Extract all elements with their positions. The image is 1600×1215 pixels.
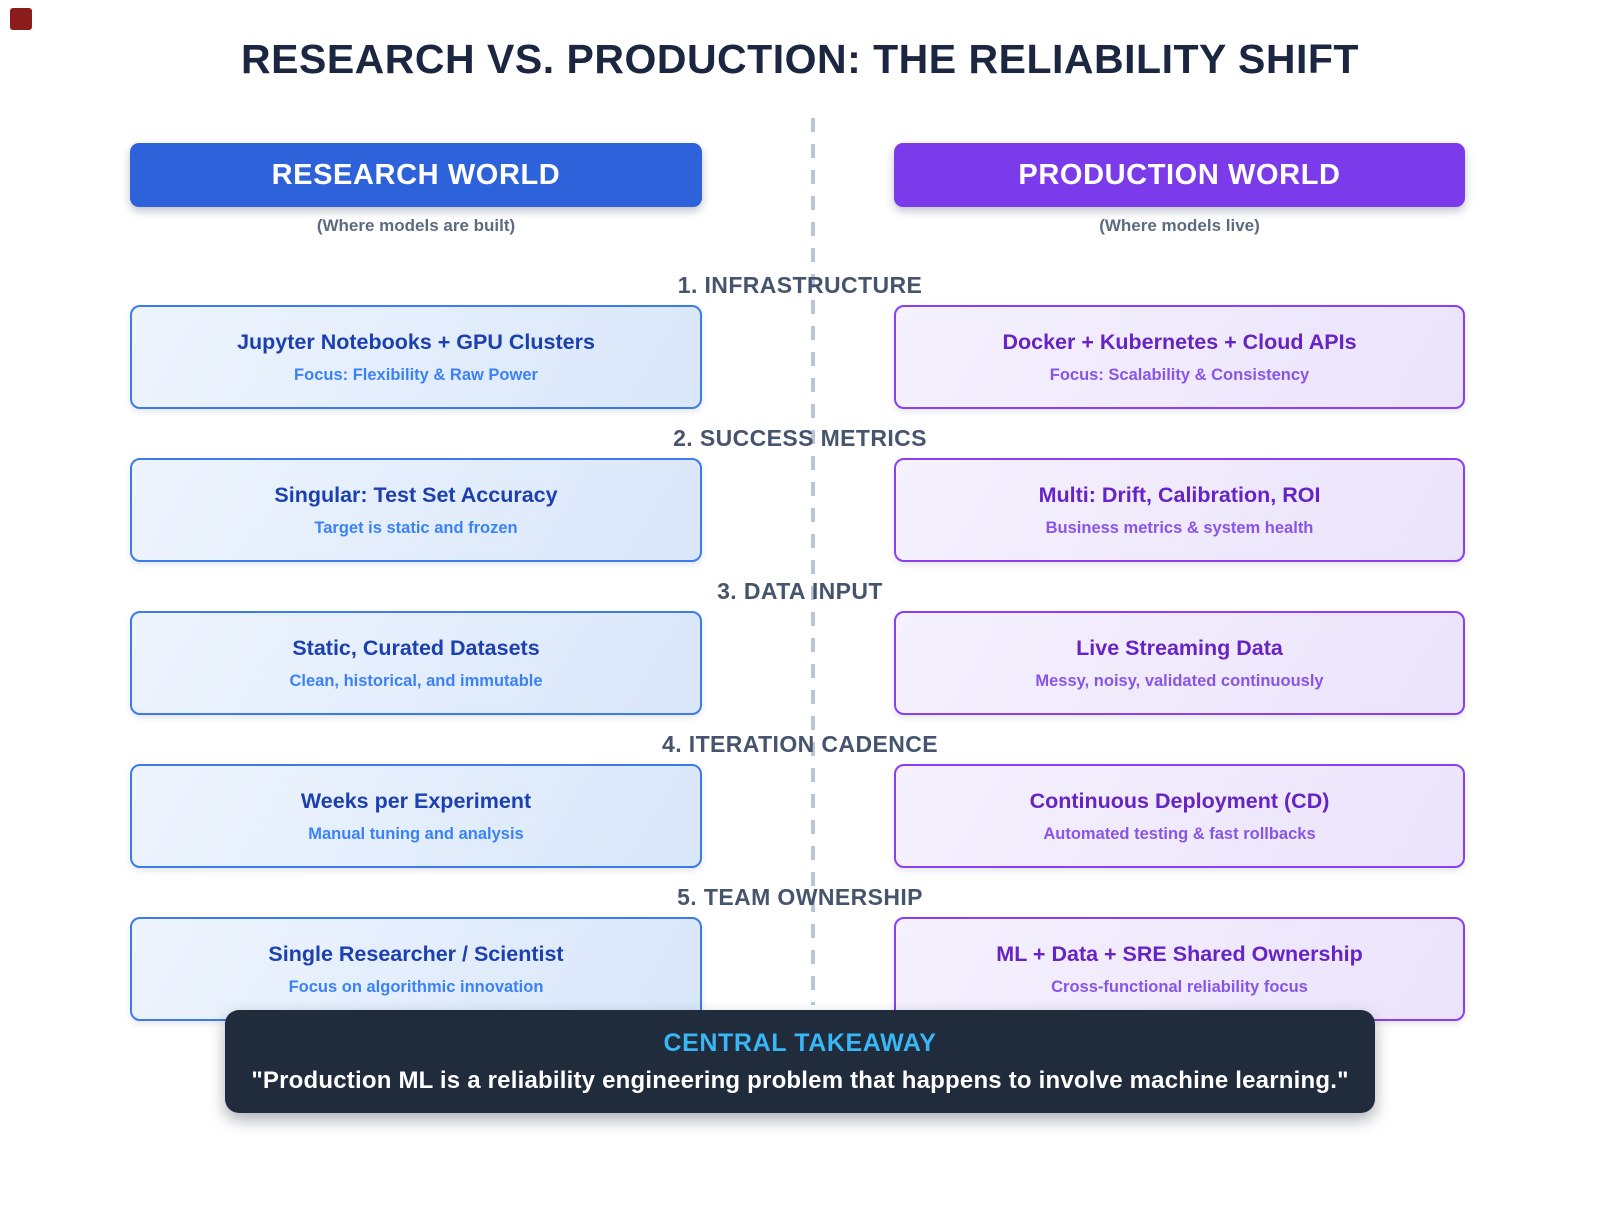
research-box-success-metrics: Singular: Test Set Accuracy Target is st… bbox=[130, 458, 702, 562]
category-label-success-metrics: 2. SUCCESS METRICS bbox=[673, 425, 927, 451]
box-title: Live Streaming Data bbox=[1076, 635, 1283, 660]
category-label-infrastructure: 1. INFRASTRUCTURE bbox=[677, 272, 923, 298]
research-box-data-input: Static, Curated Datasets Clean, historic… bbox=[130, 611, 702, 715]
red-marker-icon bbox=[10, 8, 32, 30]
research-box-team-ownership: Single Researcher / Scientist Focus on a… bbox=[130, 917, 702, 1021]
research-caption: (Where models are built) bbox=[316, 216, 516, 235]
box-title: Weeks per Experiment bbox=[300, 788, 532, 813]
production-box-team-ownership: ML + Data + SRE Shared Ownership Cross-f… bbox=[894, 917, 1465, 1021]
production-box-infrastructure: Docker + Kubernetes + Cloud APIs Focus: … bbox=[894, 305, 1465, 409]
production-box-success-metrics: Multi: Drift, Calibration, ROI Business … bbox=[894, 458, 1465, 562]
box-subtitle: Automated testing & fast rollbacks bbox=[1043, 824, 1316, 843]
box-title: ML + Data + SRE Shared Ownership bbox=[996, 941, 1363, 966]
box-title: Single Researcher / Scientist bbox=[268, 941, 564, 966]
production-box-iteration-cadence: Continuous Deployment (CD) Automated tes… bbox=[894, 764, 1465, 868]
box-subtitle: Focus on algorithmic innovation bbox=[288, 977, 544, 996]
box-title: Static, Curated Datasets bbox=[292, 635, 540, 660]
box-subtitle: Business metrics & system health bbox=[1045, 518, 1314, 537]
page-title: RESEARCH VS. PRODUCTION: THE RELIABILITY… bbox=[241, 36, 1359, 82]
research-world-header: RESEARCH WORLD bbox=[130, 143, 702, 207]
box-subtitle: Cross-functional reliability focus bbox=[1051, 977, 1308, 996]
box-title: Jupyter Notebooks + GPU Clusters bbox=[237, 329, 595, 354]
production-box-data-input: Live Streaming Data Messy, noisy, valida… bbox=[894, 611, 1465, 715]
production-world-header: PRODUCTION WORLD bbox=[894, 143, 1465, 207]
central-takeaway-quote: "Production ML is a reliability engineer… bbox=[251, 1066, 1349, 1094]
box-title: Singular: Test Set Accuracy bbox=[274, 482, 558, 507]
box-subtitle: Manual tuning and analysis bbox=[308, 824, 524, 843]
category-label-data-input: 3. DATA INPUT bbox=[717, 578, 883, 604]
central-takeaway-title: CENTRAL TAKEAWAY bbox=[663, 1028, 937, 1057]
box-subtitle: Focus: Scalability & Consistency bbox=[1049, 365, 1310, 384]
central-takeaway-banner: CENTRAL TAKEAWAY "Production ML is a rel… bbox=[225, 1010, 1375, 1113]
category-label-iteration-cadence: 4. ITERATION CADENCE bbox=[662, 731, 938, 757]
research-box-iteration-cadence: Weeks per Experiment Manual tuning and a… bbox=[130, 764, 702, 868]
production-world-header-label: PRODUCTION WORLD bbox=[1018, 158, 1341, 191]
category-label-team-ownership: 5. TEAM OWNERSHIP bbox=[677, 884, 923, 910]
box-subtitle: Messy, noisy, validated continuously bbox=[1035, 671, 1324, 690]
box-title: Docker + Kubernetes + Cloud APIs bbox=[1002, 329, 1357, 354]
box-subtitle: Clean, historical, and immutable bbox=[289, 671, 543, 690]
research-world-header-label: RESEARCH WORLD bbox=[271, 158, 561, 191]
box-title: Multi: Drift, Calibration, ROI bbox=[1038, 482, 1321, 507]
center-dashed-divider bbox=[811, 118, 815, 1005]
box-title: Continuous Deployment (CD) bbox=[1029, 788, 1330, 813]
research-box-infrastructure: Jupyter Notebooks + GPU Clusters Focus: … bbox=[130, 305, 702, 409]
box-subtitle: Target is static and frozen bbox=[314, 518, 518, 537]
production-caption: (Where models live) bbox=[1099, 216, 1260, 235]
box-subtitle: Focus: Flexibility & Raw Power bbox=[294, 365, 538, 384]
